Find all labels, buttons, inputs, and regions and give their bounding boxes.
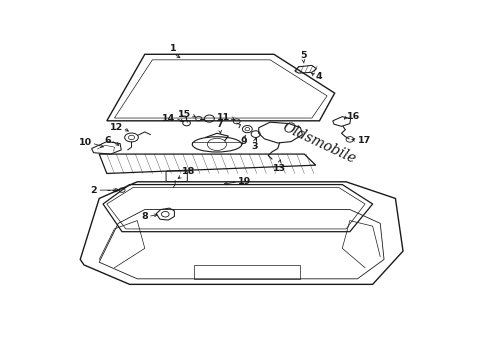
Text: 12: 12: [110, 123, 123, 132]
Text: 14: 14: [162, 113, 175, 122]
Text: 9: 9: [241, 138, 247, 147]
Text: 19: 19: [238, 177, 251, 186]
Text: 2: 2: [91, 186, 98, 195]
Text: Oldsmobile: Oldsmobile: [280, 120, 359, 166]
Text: 11: 11: [218, 113, 231, 122]
Text: 1: 1: [170, 44, 176, 53]
Text: 13: 13: [272, 164, 286, 173]
Text: 5: 5: [300, 51, 307, 60]
Text: 18: 18: [182, 167, 196, 176]
Text: 15: 15: [178, 110, 191, 119]
Text: 10: 10: [78, 139, 92, 148]
Text: 7: 7: [217, 120, 223, 129]
Text: 3: 3: [252, 141, 258, 150]
Text: 8: 8: [141, 212, 148, 221]
Text: 6: 6: [104, 136, 111, 145]
Text: 4: 4: [316, 72, 322, 81]
Text: 17: 17: [358, 136, 371, 145]
Text: 16: 16: [347, 112, 360, 121]
